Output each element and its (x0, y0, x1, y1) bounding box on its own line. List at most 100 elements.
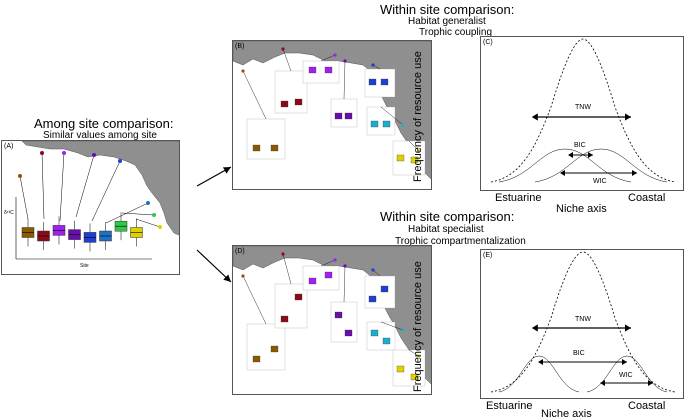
mini-box (252, 144, 261, 152)
site-marker (281, 252, 285, 256)
panel-c-graphic (490, 38, 676, 183)
mini-connector (242, 70, 267, 120)
site-marker (333, 53, 337, 57)
bic-label-e: BIC (573, 350, 585, 357)
mini-plot-frame (246, 323, 286, 371)
among-subtitle: Similar values among site (43, 130, 157, 141)
tnw-label-e: TNW (575, 316, 591, 323)
site-marker (281, 47, 285, 51)
panel-b-label: (B) (235, 43, 245, 50)
panel-d-graphic (233, 246, 431, 387)
niche-bottom-right: Coastal (628, 400, 666, 412)
niche-bottom-left: Estuarine (486, 400, 533, 412)
mini-box (370, 120, 379, 128)
mini-plot-frame (274, 70, 308, 114)
niche-bottom-ylabel: Frequency of resource use (412, 261, 424, 392)
tnw-curve-e (490, 251, 676, 393)
mini-box (334, 112, 343, 120)
mini-box (294, 293, 303, 301)
mini-plot-frame (302, 265, 340, 291)
site-marker (343, 59, 347, 63)
mini-box (382, 337, 391, 345)
mini-box (270, 345, 279, 353)
niche-top-left: Estuarine (495, 192, 542, 204)
mini-box (308, 66, 317, 74)
panel-e-label: (E) (483, 252, 493, 259)
tnw-curve-c (490, 38, 676, 183)
individual-curve-c2 (534, 148, 668, 183)
mini-plot-frame (302, 60, 340, 84)
mini-box (382, 120, 391, 128)
panel-c-label: (C) (483, 39, 493, 46)
mini-box (410, 156, 419, 164)
mini-connector (343, 265, 346, 303)
site-marker (371, 63, 375, 67)
mini-plot-frame (246, 118, 286, 160)
mini-box (344, 329, 353, 337)
mini-connector (408, 349, 420, 357)
within-bottom-line1: Habitat specialist (408, 224, 484, 235)
mini-box (324, 271, 333, 279)
mini-connector (242, 275, 267, 325)
within-bottom-title: Within site comparison: (380, 209, 515, 224)
within-top-line1: Habitat generalist (408, 16, 486, 27)
mini-box (270, 144, 279, 152)
wic-label-c: WIC (593, 178, 607, 185)
mini-connector (282, 48, 292, 72)
site-marker (241, 69, 245, 73)
mini-box (334, 311, 343, 319)
site-marker (371, 268, 375, 272)
niche-top-ylabel: Frequency of resource use (412, 51, 424, 182)
individual-curve-c1 (498, 148, 632, 183)
arrow-to-d (196, 249, 232, 283)
mini-box (324, 66, 333, 74)
mini-connector (320, 54, 336, 62)
mini-box (280, 100, 289, 108)
site-marker (241, 274, 245, 278)
wic-label-e: WIC (619, 372, 633, 379)
panel-a: (A) Site δ¹³C (1, 140, 180, 275)
mini-plot-frame (330, 301, 358, 343)
mini-box (396, 154, 405, 162)
within-bottom-line2: Trophic compartmentalization (395, 236, 526, 247)
site-marker (417, 149, 421, 153)
mini-box (280, 315, 289, 323)
niche-top-xlabel: Niche axis (556, 203, 607, 215)
mini-connector (282, 253, 292, 285)
site-marker (343, 264, 347, 268)
within-top-line2: Trophic coupling (419, 27, 493, 38)
panel-b: (B) (232, 40, 432, 190)
mini-box (396, 365, 405, 373)
panel-c: (C) TNW BIC WIC (480, 36, 684, 191)
arrow-to-b (196, 166, 232, 187)
mini-plot-frame (274, 283, 308, 329)
site-marker (401, 123, 405, 127)
mini-connector (343, 60, 346, 100)
site-marker (417, 354, 421, 358)
niche-bottom-xlabel: Niche axis (541, 408, 592, 420)
panel-a-ylabel: δ¹³C (4, 210, 14, 216)
mini-box (368, 78, 377, 86)
mini-box (380, 285, 389, 293)
mini-connector (408, 140, 420, 152)
mini-plot-frame (364, 275, 396, 309)
panel-a-label: (A) (4, 143, 14, 150)
mini-box (380, 78, 389, 86)
mini-box (294, 98, 303, 106)
panel-a-graphic (15, 141, 179, 260)
florida-map-a (21, 141, 179, 236)
panel-b-graphic (233, 41, 431, 180)
site-marker (333, 258, 337, 262)
mini-connector (380, 106, 404, 126)
panel-e-graphic (490, 251, 676, 393)
panel-d: (D) (232, 245, 432, 395)
mini-box (344, 112, 353, 120)
tnw-label-c: TNW (575, 104, 591, 111)
niche-top-right: Coastal (628, 192, 666, 204)
mini-box (252, 355, 261, 363)
panel-e: (E) TNW BIC WIC (480, 249, 684, 399)
individual-curve-e1 (498, 355, 580, 393)
mini-connector (380, 321, 404, 331)
panel-a-xlabel: Site (80, 263, 89, 269)
site-marker (401, 328, 405, 332)
